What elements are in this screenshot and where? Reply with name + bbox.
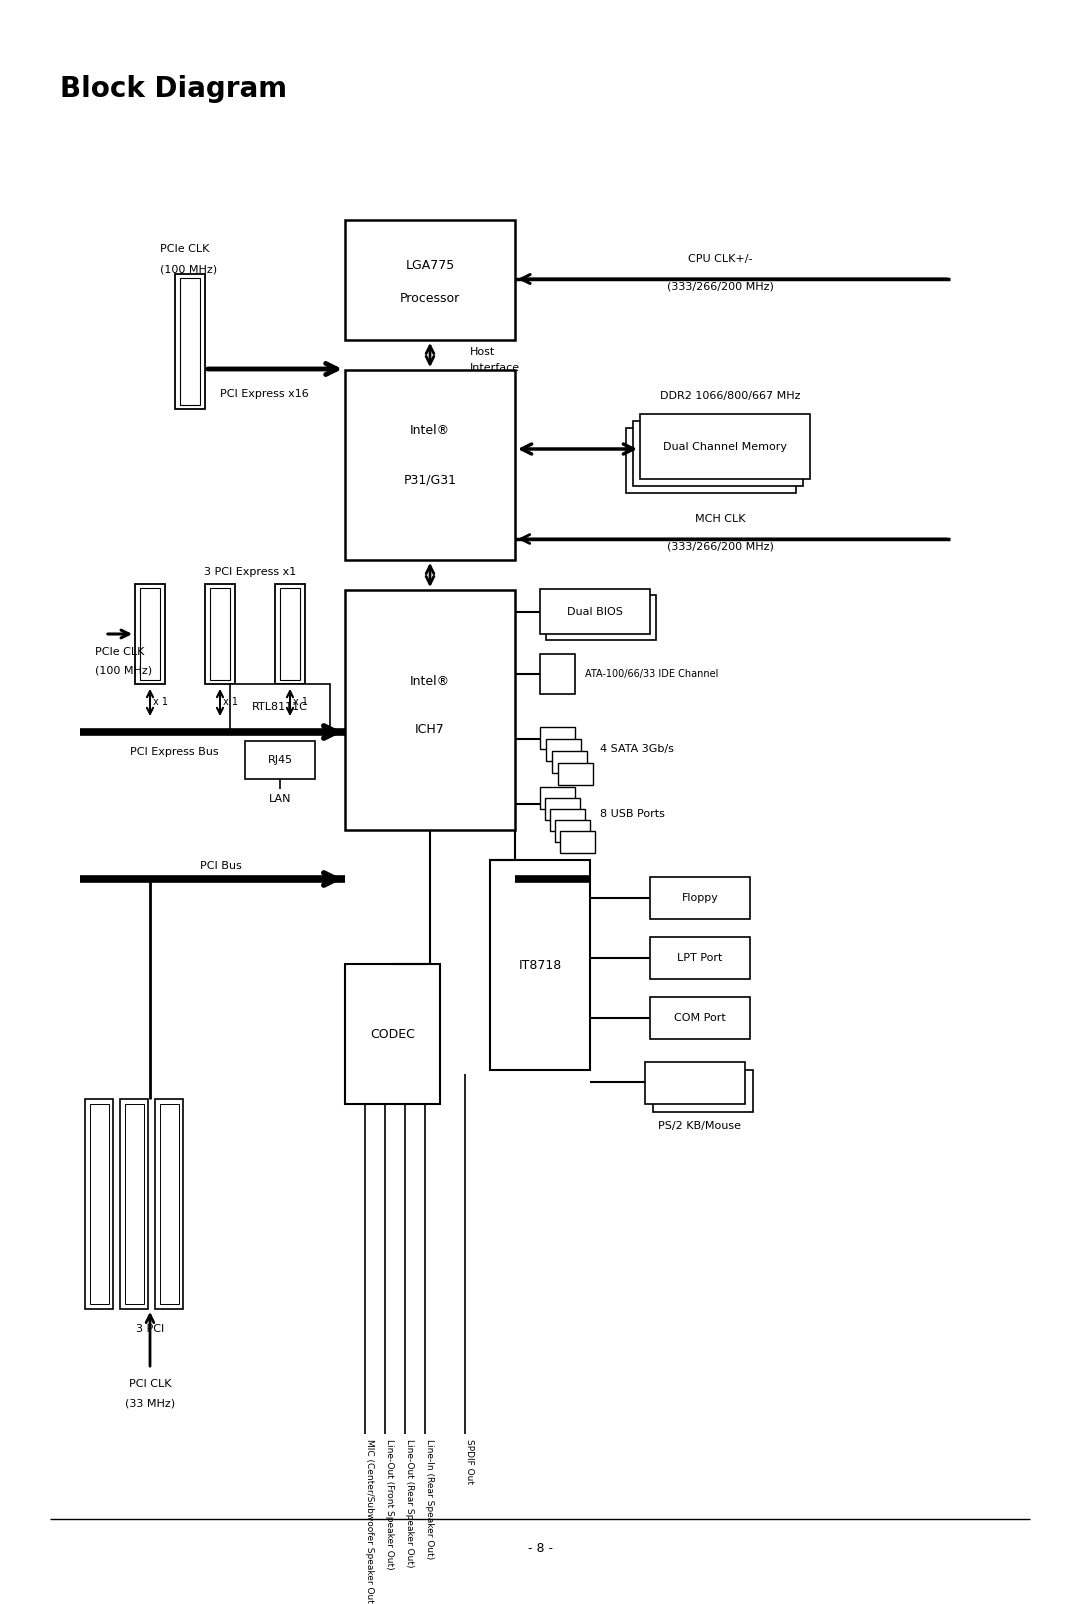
Text: Processor: Processor (400, 292, 460, 305)
Bar (85, 1099, 113, 1309)
Bar (540, 589, 650, 634)
Bar (650, 998, 750, 1039)
Bar (626, 428, 796, 492)
Text: 4 SATA 3Gb/s: 4 SATA 3Gb/s (600, 744, 674, 754)
Bar (650, 877, 750, 919)
Bar (124, 1104, 144, 1304)
Bar (490, 860, 590, 1070)
Bar (345, 964, 440, 1104)
Text: x 1: x 1 (153, 698, 168, 707)
Text: CODEC: CODEC (370, 1028, 415, 1041)
Text: Host: Host (470, 346, 496, 358)
Text: Interface: Interface (470, 363, 521, 374)
Text: Line-Out (Rear Speaker Out): Line-Out (Rear Speaker Out) (405, 1439, 414, 1567)
Text: Intel®: Intel® (410, 425, 450, 438)
Text: (33 MHz): (33 MHz) (125, 1399, 175, 1408)
Text: (100 MHz): (100 MHz) (160, 265, 217, 274)
Bar (561, 831, 595, 853)
Bar (245, 741, 315, 780)
Text: x 1: x 1 (293, 698, 308, 707)
Text: x 1: x 1 (222, 698, 238, 707)
Text: RJ45: RJ45 (268, 755, 293, 765)
Text: PS/2 KB/Mouse: PS/2 KB/Mouse (658, 1121, 741, 1131)
Bar (175, 274, 205, 409)
Bar (90, 1104, 108, 1304)
Bar (546, 739, 581, 760)
Text: IT8718: IT8718 (518, 959, 562, 972)
Bar (540, 654, 575, 695)
Bar (545, 799, 580, 820)
Bar (640, 414, 810, 480)
Text: (333/266/200 MHz): (333/266/200 MHz) (666, 541, 773, 552)
Text: - 8 -: - 8 - (527, 1543, 553, 1556)
Bar (653, 1070, 753, 1112)
Bar (633, 420, 804, 486)
Bar (160, 1104, 178, 1304)
Text: MCH CLK: MCH CLK (694, 513, 745, 525)
Text: (333/266/200 MHz): (333/266/200 MHz) (666, 281, 773, 290)
Text: LPT Port: LPT Port (677, 953, 723, 962)
Bar (645, 1062, 745, 1104)
Text: 3 PCI Express x1: 3 PCI Express x1 (204, 566, 296, 577)
Bar (180, 277, 200, 404)
Bar (540, 788, 575, 808)
Text: SPDIF Out: SPDIF Out (465, 1439, 474, 1484)
Bar (120, 1099, 148, 1309)
Bar (650, 937, 750, 978)
Bar (555, 820, 590, 842)
Bar (156, 1099, 183, 1309)
Text: Line-In (Rear Speaker Out): Line-In (Rear Speaker Out) (426, 1439, 434, 1559)
Bar (210, 589, 230, 680)
Bar (552, 751, 588, 773)
Text: COM Port: COM Port (674, 1014, 726, 1023)
Text: Dual BIOS: Dual BIOS (567, 606, 623, 616)
Text: 3 PCI: 3 PCI (136, 1323, 164, 1335)
Text: RTL8111C: RTL8111C (252, 701, 308, 712)
Text: ICH7: ICH7 (415, 723, 445, 736)
Bar (546, 595, 656, 640)
Bar (345, 371, 515, 560)
Text: PCI Bus: PCI Bus (200, 861, 242, 871)
Text: Line-Out (Front Speaker Out): Line-Out (Front Speaker Out) (384, 1439, 394, 1570)
Bar (558, 764, 593, 784)
Text: PCI CLK: PCI CLK (129, 1379, 172, 1389)
Text: Intel®: Intel® (410, 675, 450, 688)
Text: PCI Express x16: PCI Express x16 (220, 390, 309, 399)
Text: P31/G31: P31/G31 (404, 473, 457, 486)
Bar (275, 584, 305, 683)
Text: PCI Express Bus: PCI Express Bus (130, 747, 218, 757)
Bar (345, 590, 515, 829)
Text: MIC (Center/Subwoofer Speaker Out): MIC (Center/Subwoofer Speaker Out) (365, 1439, 374, 1604)
Text: DDR2 1066/800/667 MHz: DDR2 1066/800/667 MHz (660, 391, 800, 401)
Bar (345, 220, 515, 340)
Text: Block Diagram: Block Diagram (60, 75, 287, 103)
Text: Floppy: Floppy (681, 893, 718, 903)
Text: Dual Channel Memory: Dual Channel Memory (663, 441, 787, 451)
Text: PCIe CLK: PCIe CLK (160, 244, 210, 253)
Bar (550, 808, 585, 831)
Bar (205, 584, 235, 683)
Bar (280, 589, 300, 680)
Text: LAN: LAN (269, 794, 292, 804)
Text: (100 MHz): (100 MHz) (95, 666, 152, 675)
Bar (140, 589, 160, 680)
Text: CPU CLK+/-: CPU CLK+/- (688, 253, 753, 265)
Text: ATA-100/66/33 IDE Channel: ATA-100/66/33 IDE Channel (585, 669, 718, 678)
Text: 8 USB Ports: 8 USB Ports (600, 808, 665, 820)
Text: PCIe CLK: PCIe CLK (95, 646, 145, 658)
Text: LGA775: LGA775 (405, 260, 455, 273)
Bar (230, 683, 330, 728)
Bar (135, 584, 165, 683)
Bar (540, 727, 575, 749)
